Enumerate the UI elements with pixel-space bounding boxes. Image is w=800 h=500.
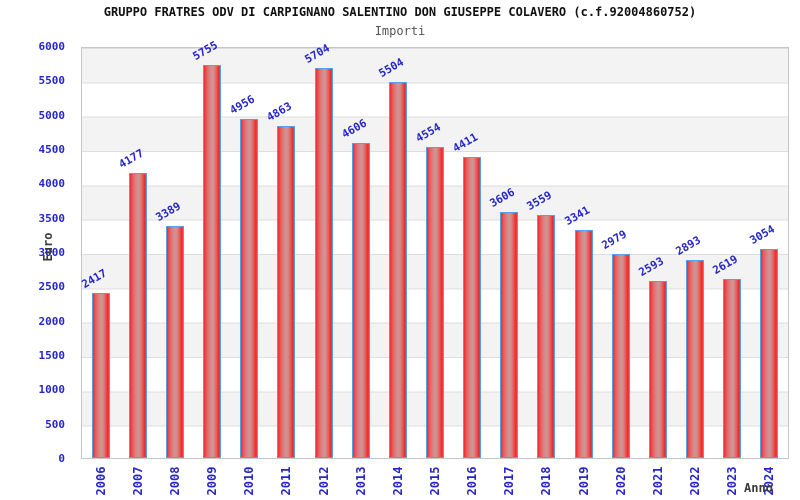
- bar-slot: 3341 2019: [562, 48, 602, 495]
- x-tick-label: 2017: [502, 466, 517, 496]
- y-tick-label: 5500: [38, 74, 66, 88]
- bar: [388, 81, 407, 458]
- x-tick-label: 2010: [242, 466, 257, 496]
- y-tick-label: 3500: [38, 211, 66, 225]
- bar-slot: 4177 2007: [116, 48, 156, 495]
- x-tick-label: 2009: [205, 466, 220, 496]
- x-tick-label: 2008: [167, 466, 182, 496]
- y-tick-label: 6000: [38, 40, 66, 53]
- bar-value-label: 4606: [339, 116, 369, 142]
- x-tick-label: 2021: [650, 466, 665, 496]
- x-axis-title: Anno: [744, 481, 773, 495]
- y-axis-title: Euro: [41, 232, 55, 262]
- bar-slot: 4554 2015: [413, 48, 453, 495]
- plot-area: 2417 2006 4177 2007 3389 2008 5755 2009 4956 2010…: [79, 38, 789, 495]
- y-tick-label: 1500: [38, 349, 66, 362]
- bar-slot: 4411 2016: [450, 48, 491, 495]
- bar: [203, 64, 222, 458]
- bar-value-label: 2417: [79, 266, 109, 291]
- bar-slot: 5504 2014: [376, 48, 416, 495]
- bar-slot: 3606 2017: [487, 48, 528, 495]
- bar: [537, 214, 556, 458]
- x-tick-label: 2015: [427, 466, 442, 496]
- bar-slot: 4956 2010: [227, 48, 268, 495]
- y-tick-label: 2000: [38, 314, 66, 328]
- x-tick-label: 2007: [130, 466, 145, 496]
- x-tick-label: 2018: [539, 466, 554, 496]
- bars-container: 2417 2006 4177 2007 3389 2008 5755 2009 4956 2010…: [79, 38, 788, 495]
- bar-slot: 4863 2011: [264, 48, 305, 495]
- x-tick-label: 2022: [688, 466, 703, 496]
- bar-value-label: 4863: [264, 99, 295, 124]
- bar: [351, 143, 370, 458]
- bar: [648, 280, 667, 458]
- bar-slot: 4606 2013: [339, 48, 379, 495]
- chart-title: GRUPPO FRATRES ODV DI CARPIGNANO SALENTI…: [103, 5, 697, 19]
- bar: [91, 292, 110, 458]
- bar-value-label: 3606: [487, 185, 518, 210]
- y-tick-label: 0: [58, 452, 65, 465]
- chart-subtitle: Importi: [374, 24, 426, 38]
- bar-value-label: 3389: [153, 199, 183, 225]
- bar-slot: 2593 2021: [636, 48, 676, 495]
- bar-value-label: 2979: [599, 227, 629, 253]
- bar: [574, 229, 593, 458]
- bar-value-label: 3054: [747, 222, 778, 248]
- bar-value-label: 5504: [376, 55, 406, 80]
- y-tick-label: 1000: [38, 383, 66, 397]
- bar-slot: 3389 2008: [153, 48, 193, 495]
- bar-value-label: 2619: [710, 252, 741, 278]
- x-tick-label: 2013: [353, 466, 368, 496]
- bar: [425, 146, 444, 458]
- bar: [277, 125, 296, 458]
- bar-slot: 2417 2006: [79, 48, 119, 495]
- bar: [128, 172, 147, 458]
- bar-value-label: 2593: [636, 254, 666, 279]
- bar: [686, 260, 705, 458]
- x-tick-label: 2019: [576, 466, 591, 496]
- bar: [723, 279, 742, 458]
- x-tick-label: 2011: [279, 466, 294, 496]
- x-tick-label: 2023: [725, 466, 740, 496]
- bar-value-label: 5704: [302, 41, 332, 67]
- x-tick-label: 2016: [465, 466, 480, 496]
- bar-value-label: 4177: [116, 146, 146, 171]
- y-tick-label: 2500: [38, 280, 66, 294]
- x-tick-label: 2012: [316, 466, 331, 496]
- bar-slot: 2893 2022: [673, 48, 714, 495]
- y-tick-label: 500: [45, 417, 65, 431]
- bar-value-label: 3559: [524, 188, 555, 213]
- bar-slot: 5755 2009: [191, 38, 230, 495]
- x-tick-label: 2014: [390, 466, 405, 496]
- bar-value-label: 4956: [227, 92, 258, 118]
- bar: [760, 249, 779, 458]
- bar-slot: 3559 2018: [524, 48, 565, 495]
- y-tick-label: 4000: [38, 177, 66, 191]
- y-tick-label: 4500: [38, 143, 66, 156]
- bar: [165, 226, 184, 458]
- x-tick-label: 2020: [613, 466, 628, 496]
- bar-value-label: 2893: [673, 233, 704, 259]
- bar: [611, 254, 630, 458]
- bar: [314, 68, 333, 458]
- x-tick-label: 2006: [93, 466, 108, 496]
- bar-slot: 5704 2012: [302, 42, 342, 495]
- y-tick-label: 3000: [38, 246, 66, 259]
- bar-value-label: 4411: [450, 130, 481, 155]
- y-axis: 6000 5500 5000 4500 4000 3500 3000 2500 2000 1500…: [0, 40, 76, 465]
- bar: [500, 211, 519, 458]
- bar-slot: 3054 2024: [747, 48, 788, 495]
- bar-value-label: 5755: [190, 38, 220, 63]
- bar-value-label: 3341: [562, 203, 592, 228]
- bar-value-label: 4554: [413, 120, 443, 145]
- bar: [240, 119, 259, 458]
- bar-slot: 2619 2023: [710, 48, 751, 495]
- bar: [463, 156, 482, 458]
- bar-slot: 2979 2020: [599, 48, 639, 495]
- y-tick-label: 5000: [38, 108, 66, 122]
